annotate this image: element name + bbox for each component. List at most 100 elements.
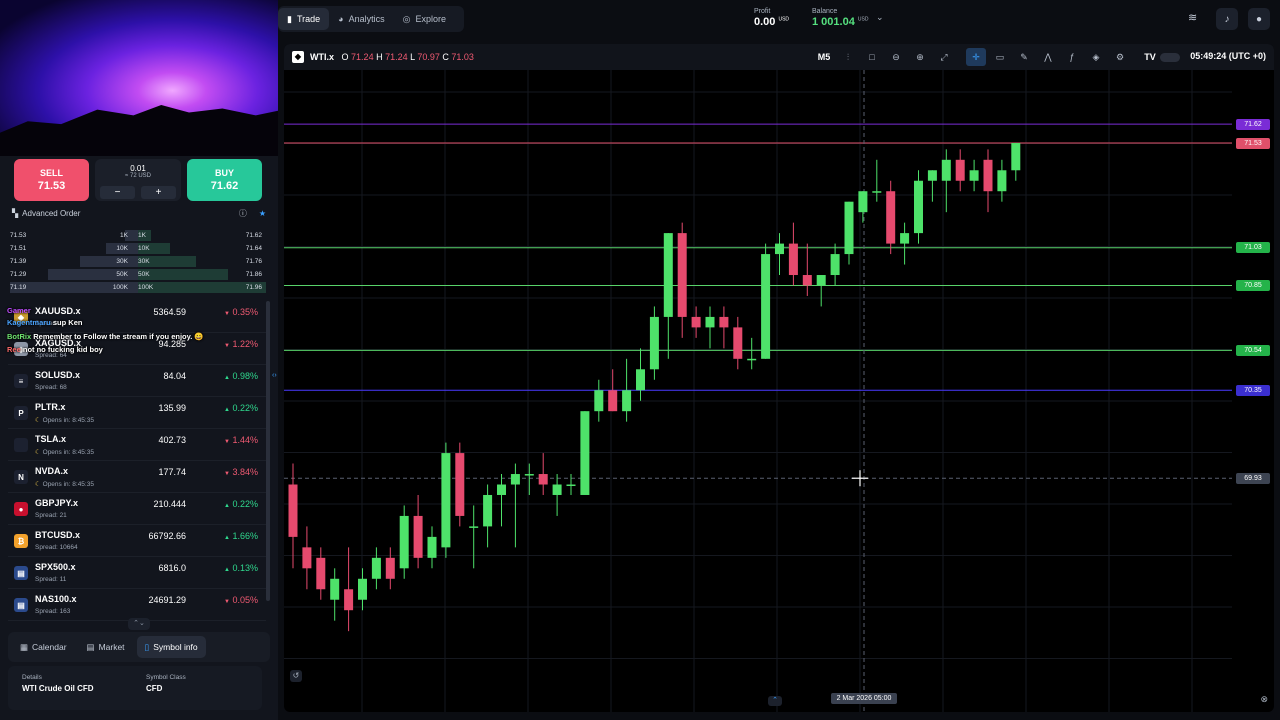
user-icon[interactable]: ●: [1248, 8, 1270, 30]
chat-text: not no fucking kid boy: [22, 345, 103, 354]
star-icon[interactable]: ★: [258, 209, 266, 218]
candle-body: [747, 358, 757, 361]
scrollbar[interactable]: [266, 301, 270, 601]
watchlist-row[interactable]: ≡ SOLUSD.x Spread: 68 84.04 ▲ 0.98%: [8, 365, 266, 397]
watchlist-symbol: NVDA.x: [35, 466, 69, 476]
watchlist-subtext: Opens in: 8:45:35: [42, 417, 94, 424]
pattern-icon[interactable]: ⋀: [1044, 52, 1052, 62]
depth-row[interactable]: 71.51 10K 10K 71.64: [10, 242, 266, 255]
ask-price: 71.96: [245, 284, 262, 291]
balance-value: 1 001.04: [812, 16, 855, 28]
candle-body: [900, 233, 910, 244]
tab-calendar[interactable]: ▦ Calendar: [20, 641, 67, 653]
depth-row[interactable]: 71.39 30K 30K 71.76: [10, 255, 266, 268]
gold-icon: ◆: [14, 310, 28, 324]
ask-price: 71.76: [245, 258, 262, 265]
analytics-icon: ◕: [338, 14, 344, 24]
chat-user: Ree: [7, 345, 21, 354]
reset-chart-icon[interactable]: ↺: [290, 670, 302, 682]
watchlist-row[interactable]: ▤ NAS100.x Spread: 163 24691.29 ▼ 0.05%: [8, 589, 266, 621]
watchlist-subtext: Spread: 64: [35, 352, 67, 359]
depth-row[interactable]: 71.29 50K 50K 71.86: [10, 268, 266, 281]
watchlist-row[interactable]: ₿ BTCUSD.x Spread: 10664 66792.66 ▲ 1.66…: [8, 525, 266, 557]
tab-trade[interactable]: ▮ Trade: [278, 8, 330, 30]
candle-body: [733, 327, 743, 359]
balance-display[interactable]: Balance 1 001.04 USD: [812, 8, 869, 28]
watchlist-row[interactable]: N NVDA.x ☾ Opens in: 8:45:35 177.74 ▼ 3.…: [8, 461, 266, 493]
depth-row[interactable]: 71.53 1K 1K 71.62: [10, 229, 266, 242]
timeframe-button[interactable]: M5: [817, 52, 831, 62]
bid-bar: [48, 269, 138, 280]
chat-message: Gamer: [7, 306, 31, 315]
chevron-down-icon[interactable]: ⌄: [876, 12, 884, 22]
bid-price: 71.51: [10, 245, 27, 252]
chart-symbol: WTI.x: [310, 52, 334, 62]
candle-body: [983, 159, 993, 192]
ask-bar: [138, 243, 170, 254]
pencil-icon[interactable]: ✎: [1020, 52, 1028, 62]
watchlist-change: 0.13%: [232, 563, 258, 573]
bell-icon[interactable]: ♪: [1216, 8, 1238, 30]
tab-explore[interactable]: ◎ Explore: [402, 13, 446, 25]
candle-body: [385, 557, 395, 579]
watchlist-row[interactable]: ◆ XAUUSD.x Spread: 5364.59 ▼ 0.35%: [8, 301, 266, 333]
candle-body: [705, 316, 715, 328]
candle-body: [969, 170, 979, 181]
candles-icon[interactable]: ⫶: [846, 52, 850, 62]
candle-body: [844, 201, 854, 255]
advanced-order-icon: ▚: [12, 209, 19, 218]
lot-size-stepper[interactable]: 0.01 ≈ 72 USD − +: [95, 159, 181, 201]
sell-button[interactable]: SELL 71.53: [14, 159, 89, 201]
close-circle-icon[interactable]: ⊗: [1260, 694, 1268, 704]
tab-analytics[interactable]: ◕ Analytics: [338, 14, 385, 24]
buy-button[interactable]: BUY 71.62: [187, 159, 262, 201]
us-flag-icon: ▤: [14, 566, 28, 580]
watchlist-row[interactable]: TSLA.x ☾ Opens in: 8:45:35 402.73 ▼ 1.44…: [8, 429, 266, 461]
watchlist-row[interactable]: ◆ XAGUSD.x Spread: 64 94.285 ▼ 1.22%: [8, 333, 266, 365]
watchlist-price: 6816.0: [158, 563, 186, 573]
crosshair-icon[interactable]: ✛: [966, 48, 986, 66]
bid-volume: 50K: [116, 271, 128, 278]
bid-price: 71.29: [10, 271, 27, 278]
zoom-in-icon[interactable]: ⊕: [916, 52, 924, 62]
price-tag: 70.54: [1236, 344, 1270, 356]
lot-decrease-button[interactable]: −: [100, 186, 135, 199]
candle-body: [483, 494, 493, 527]
expand-panel-icon[interactable]: ‹›: [272, 372, 277, 379]
collapse-handle[interactable]: ⌃⌄: [128, 618, 150, 630]
symbol-class-value: CFD: [146, 684, 163, 693]
palantir-icon: P: [14, 406, 28, 420]
watchlist-row[interactable]: ● GBPJPY.x Spread: 21 210.444 ▲ 0.22%: [8, 493, 266, 525]
tab-symbol-info[interactable]: ▯ Symbol info: [136, 636, 206, 658]
bottom-tabs: ▦ Calendar ▤ Market ▯ Symbol info: [8, 632, 270, 662]
candle-body: [288, 484, 298, 537]
settings-icon[interactable]: ⚙: [1115, 52, 1125, 62]
candlestick-chart[interactable]: [284, 70, 1274, 712]
toggle-switch[interactable]: [1160, 53, 1180, 62]
fullscreen-icon[interactable]: ⤢: [940, 52, 948, 62]
ruler-icon[interactable]: ▭: [995, 52, 1005, 62]
watchlist-symbol: NAS100.x: [35, 594, 77, 604]
expand-bottom-icon[interactable]: ⌃: [768, 696, 782, 706]
tab-market[interactable]: ▤ Market: [86, 641, 125, 653]
bid-volume: 1K: [120, 232, 128, 239]
candle-body: [608, 390, 618, 412]
candle-body: [427, 536, 437, 558]
watchlist-row[interactable]: ▤ SPX500.x Spread: 11 6816.0 ▲ 0.13%: [8, 557, 266, 589]
advanced-order-header[interactable]: ▚ Advanced Order ⓘ ★: [12, 209, 266, 218]
square-icon[interactable]: □: [869, 52, 875, 62]
watchlist-price: 94.285: [158, 339, 186, 349]
watchlist-price: 5364.59: [153, 307, 186, 317]
ask-price: 71.64: [245, 245, 262, 252]
zoom-out-icon[interactable]: ⊖: [892, 52, 900, 62]
watchlist-row[interactable]: P PLTR.x ☾ Opens in: 8:45:35 135.99 ▲ 0.…: [8, 397, 266, 429]
bid-price: 71.39: [10, 258, 27, 265]
watchlist-subtext: Spread: 10664: [35, 544, 78, 551]
chat-text: sup Ken: [52, 318, 83, 327]
indicators-icon[interactable]: ƒ: [1069, 52, 1075, 62]
crosshair-date-label: 2 Mar 2026 05:00: [831, 693, 897, 704]
info-icon[interactable]: ⓘ: [238, 209, 247, 218]
lot-increase-button[interactable]: +: [141, 186, 176, 199]
layers-icon[interactable]: ◈: [1092, 52, 1100, 62]
depth-row[interactable]: 71.19 100K 100K 71.96: [10, 281, 266, 294]
